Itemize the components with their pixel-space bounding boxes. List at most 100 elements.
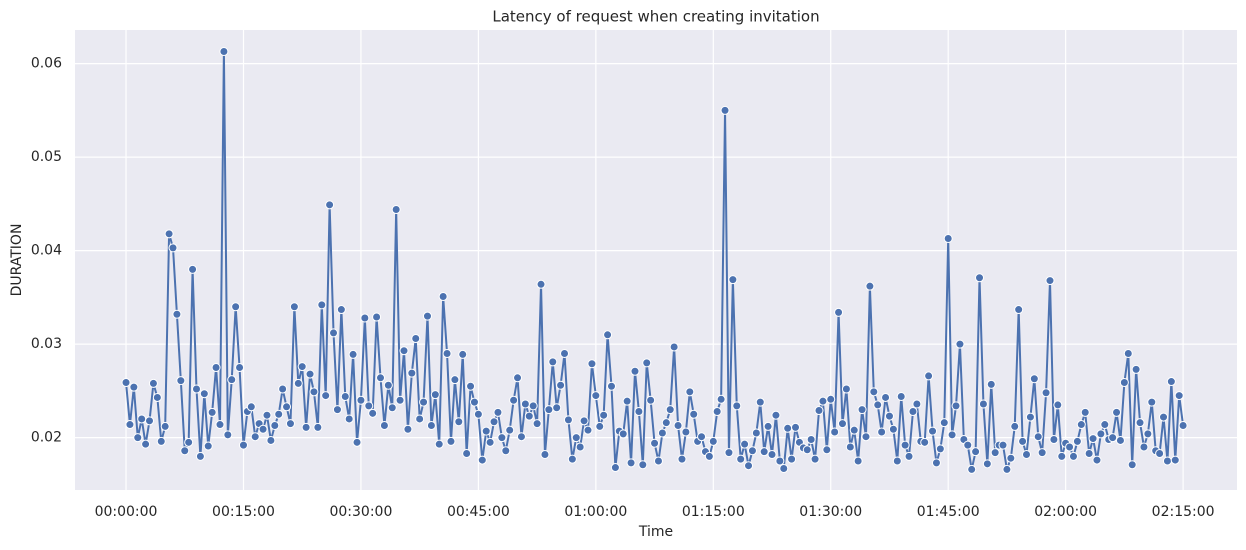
point: [430, 390, 440, 400]
point: [399, 346, 409, 356]
point: [881, 392, 891, 402]
point: [720, 105, 730, 115]
point: [133, 433, 143, 443]
point: [501, 446, 511, 456]
point: [955, 339, 965, 349]
point: [215, 420, 225, 430]
point: [924, 371, 934, 381]
x-tick-label: 01:30:00: [799, 504, 862, 520]
point: [947, 430, 957, 440]
y-axis-label: DURATION: [9, 224, 25, 297]
point: [732, 401, 742, 411]
point: [986, 379, 996, 389]
point: [164, 229, 174, 239]
point: [826, 394, 836, 404]
point: [368, 408, 378, 418]
x-tick-label: 01:15:00: [682, 504, 745, 520]
point: [246, 402, 256, 412]
point: [1014, 305, 1024, 315]
chart-title: Latency of request when creating invitat…: [492, 8, 819, 26]
point: [814, 406, 824, 416]
point: [998, 440, 1008, 450]
x-axis-label: Time: [638, 524, 673, 540]
point: [775, 456, 785, 466]
point: [904, 451, 914, 461]
point: [348, 349, 358, 359]
point: [845, 442, 855, 452]
point: [258, 424, 268, 434]
point: [928, 426, 938, 436]
point: [356, 395, 366, 405]
point: [943, 233, 953, 243]
point: [387, 403, 397, 413]
point: [1084, 449, 1094, 459]
x-tick-label: 00:30:00: [329, 504, 392, 520]
point: [293, 378, 303, 388]
point: [168, 243, 178, 253]
point: [704, 451, 714, 461]
point: [591, 391, 601, 401]
point: [422, 311, 432, 321]
point: [884, 411, 894, 421]
point: [560, 348, 570, 358]
point: [391, 205, 401, 215]
point: [912, 399, 922, 409]
point: [426, 420, 436, 430]
point: [207, 407, 217, 417]
point: [434, 439, 444, 449]
point: [779, 463, 789, 473]
point: [579, 416, 589, 426]
point: [352, 437, 362, 447]
point: [759, 447, 769, 457]
point: [223, 430, 233, 440]
point: [544, 405, 554, 415]
point: [548, 357, 558, 367]
point: [297, 362, 307, 372]
point: [708, 436, 718, 446]
point: [787, 454, 797, 464]
point: [653, 456, 663, 466]
point: [403, 424, 413, 434]
point: [873, 400, 883, 410]
point: [1053, 400, 1063, 410]
point: [395, 395, 405, 405]
point: [818, 396, 828, 406]
point: [740, 439, 750, 449]
point: [1021, 449, 1031, 459]
point: [235, 363, 245, 373]
point: [160, 421, 170, 431]
point: [610, 463, 620, 473]
point: [442, 348, 452, 358]
point: [469, 397, 479, 407]
point: [767, 449, 777, 459]
point: [1143, 429, 1153, 439]
point: [567, 454, 577, 464]
point: [1076, 420, 1086, 430]
x-tick-label: 01:00:00: [564, 504, 627, 520]
point: [505, 425, 515, 435]
point: [712, 406, 722, 416]
point: [481, 426, 491, 436]
point: [285, 419, 295, 429]
point: [1002, 464, 1012, 474]
point: [975, 273, 985, 283]
point: [141, 439, 151, 449]
point: [121, 377, 131, 387]
point: [939, 418, 949, 428]
point: [783, 423, 793, 433]
point: [376, 373, 386, 383]
point: [415, 414, 425, 424]
point: [1166, 377, 1176, 387]
point: [603, 330, 613, 340]
point: [716, 394, 726, 404]
point: [466, 381, 476, 391]
x-tick-label: 00:15:00: [212, 504, 275, 520]
point: [199, 389, 209, 399]
point: [156, 436, 166, 446]
point: [888, 424, 898, 434]
point: [191, 384, 201, 394]
point: [747, 446, 757, 456]
point: [556, 380, 566, 390]
point: [344, 414, 354, 424]
point: [497, 433, 507, 443]
